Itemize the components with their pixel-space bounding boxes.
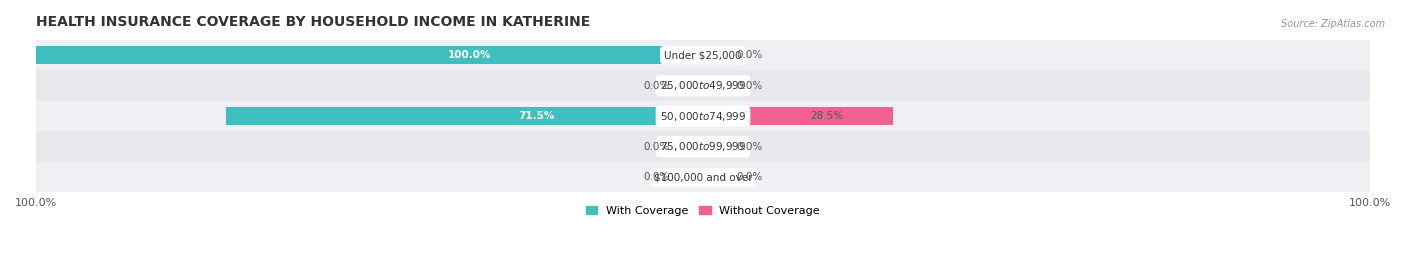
Bar — [37, 162, 1369, 192]
Text: 0.0%: 0.0% — [737, 172, 762, 182]
Text: 71.5%: 71.5% — [517, 111, 554, 121]
Text: $50,000 to $74,999: $50,000 to $74,999 — [659, 110, 747, 123]
Text: 0.0%: 0.0% — [737, 81, 762, 91]
Text: Under $25,000: Under $25,000 — [664, 50, 742, 60]
Bar — [679, 168, 703, 186]
Text: $100,000 and over: $100,000 and over — [654, 172, 752, 182]
Text: $75,000 to $99,999: $75,000 to $99,999 — [659, 140, 747, 153]
Text: 0.0%: 0.0% — [737, 50, 762, 60]
Bar — [679, 137, 703, 156]
Text: 28.5%: 28.5% — [810, 111, 844, 121]
Bar — [703, 137, 727, 156]
Bar — [226, 107, 703, 125]
Bar — [37, 46, 703, 64]
Bar — [679, 76, 703, 95]
Text: 100.0%: 100.0% — [449, 50, 491, 60]
Text: 0.0%: 0.0% — [737, 142, 762, 152]
Bar — [703, 46, 727, 64]
Text: 0.0%: 0.0% — [644, 172, 669, 182]
Text: HEALTH INSURANCE COVERAGE BY HOUSEHOLD INCOME IN KATHERINE: HEALTH INSURANCE COVERAGE BY HOUSEHOLD I… — [37, 15, 591, 29]
Text: 0.0%: 0.0% — [644, 142, 669, 152]
Bar — [703, 107, 893, 125]
Legend: With Coverage, Without Coverage: With Coverage, Without Coverage — [582, 201, 824, 221]
Bar — [37, 40, 1369, 70]
Text: 0.0%: 0.0% — [644, 81, 669, 91]
Bar — [37, 70, 1369, 101]
Text: Source: ZipAtlas.com: Source: ZipAtlas.com — [1281, 19, 1385, 29]
Bar — [37, 101, 1369, 132]
Text: $25,000 to $49,999: $25,000 to $49,999 — [659, 79, 747, 92]
Bar — [703, 168, 727, 186]
Bar — [37, 132, 1369, 162]
Bar — [703, 76, 727, 95]
